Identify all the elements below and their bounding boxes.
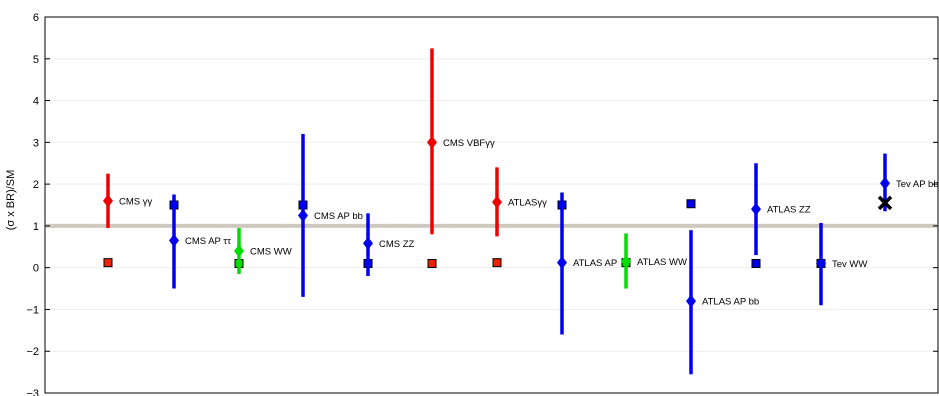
y-tick-label: 2 (33, 179, 39, 191)
cross-marker (877, 195, 893, 211)
y-tick-label: −3 (26, 388, 39, 396)
point-label: ATLAS AP (573, 258, 617, 269)
y-tick-label: −2 (26, 346, 39, 358)
point-label: ATLAS AP bb (702, 297, 759, 308)
plot-frame (44, 16, 939, 394)
diamond-marker (427, 135, 437, 149)
point-label: ATLAS ZZ (767, 205, 811, 216)
square-marker (686, 199, 696, 209)
y-axis: 6 5 4 3 2 1 0 −1 −2 −3 (26, 12, 938, 396)
y-axis-label: (σ x BR)/SM (5, 170, 17, 231)
y-tick-label: 1 (33, 221, 39, 233)
y-tick-label: 0 (33, 263, 39, 275)
point-label: CMS WW (250, 246, 292, 257)
point-label: CMS γγ (119, 196, 153, 207)
y-tick-label: 3 (33, 137, 39, 149)
square-marker (751, 258, 761, 268)
diamond-marker (751, 202, 761, 216)
diamond-marker (298, 208, 308, 222)
point-label: CMS ZZ (379, 239, 415, 250)
point-label: Tev AP bb (896, 179, 939, 190)
diamond-marker (363, 236, 373, 250)
diamond-marker (621, 254, 631, 268)
point-label: CMS AP ττ (185, 236, 231, 247)
data-marks: CMS γγ CMS AP ττ CMS WW CMS AP bb CMS ZZ CMS … (103, 48, 939, 375)
y-tick-label: −1 (26, 304, 39, 316)
diamond-marker (880, 176, 890, 190)
diamond-marker (234, 244, 244, 258)
diamond-marker (169, 234, 179, 248)
y-tick-label: 5 (33, 54, 39, 66)
point-label: ATLAS WW (637, 257, 687, 268)
diamond-marker (686, 294, 696, 308)
square-marker (103, 258, 113, 268)
square-marker (427, 258, 437, 268)
diamond-marker (103, 194, 113, 208)
point-label: CMS AP bb (314, 211, 363, 222)
point-label: ATLASγγ (508, 198, 547, 209)
diamond-marker (492, 195, 502, 209)
y-tick-label: 6 (33, 12, 39, 24)
diamond-marker (557, 256, 567, 270)
point-label: CMS VBFγγ (443, 138, 495, 149)
point-label: Tev WW (832, 259, 867, 270)
square-marker (492, 258, 502, 268)
diamond-marker (816, 256, 826, 270)
y-tick-label: 4 (33, 96, 39, 108)
